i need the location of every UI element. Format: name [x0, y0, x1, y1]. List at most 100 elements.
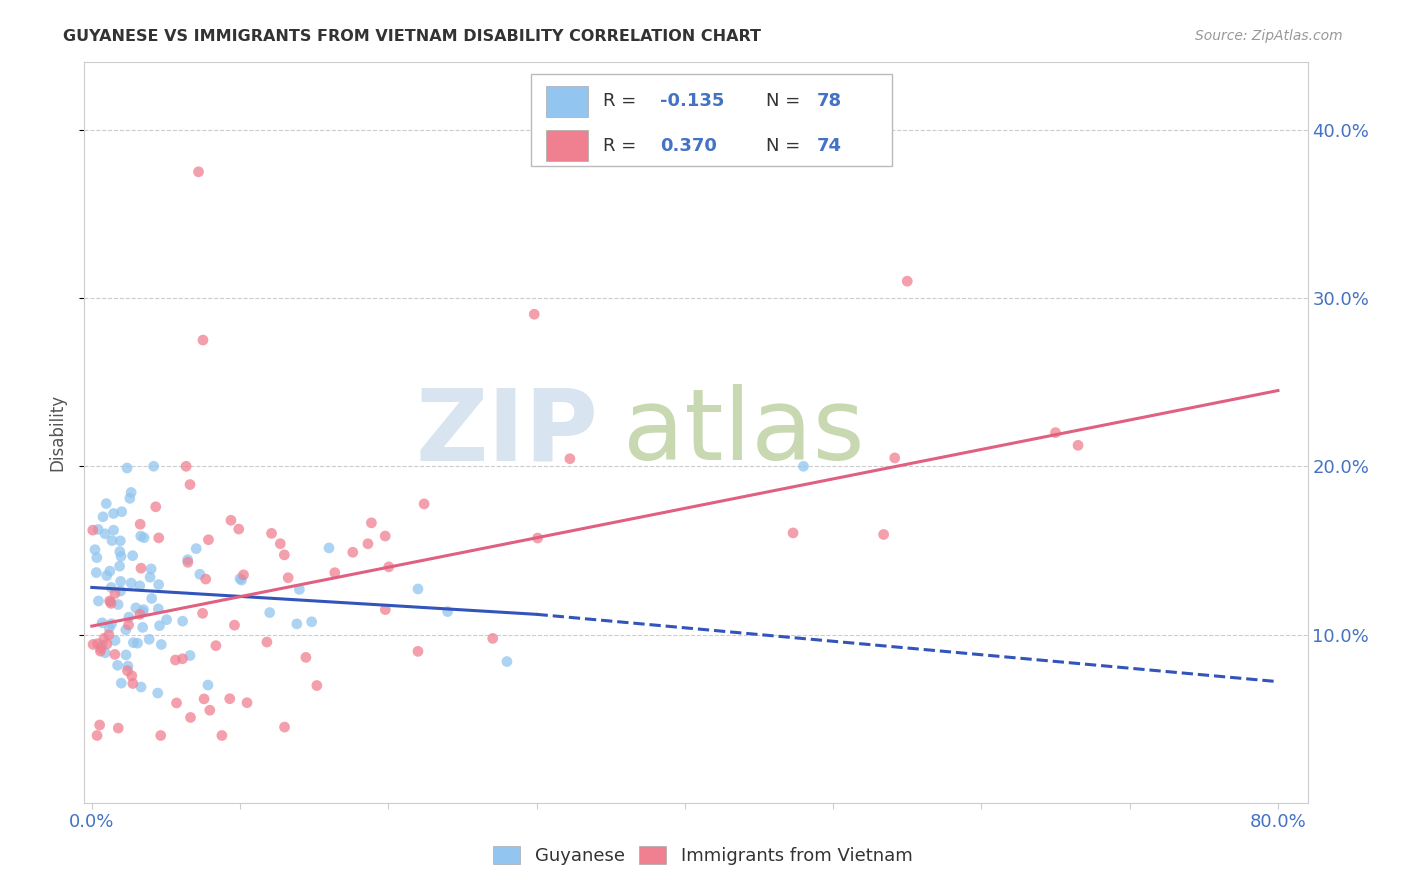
Point	[360, 516, 382, 530]
Point	[87, 523, 110, 537]
Point	[149, 729, 172, 743]
Point	[129, 529, 152, 543]
FancyBboxPatch shape	[546, 130, 588, 161]
Point	[96, 568, 118, 582]
Point	[318, 541, 340, 555]
Point	[260, 526, 283, 541]
Point	[198, 703, 221, 717]
Point	[273, 720, 295, 734]
Point	[219, 513, 242, 527]
Point	[197, 678, 219, 692]
Point	[191, 607, 214, 621]
Point	[122, 635, 145, 649]
Point	[110, 584, 132, 599]
Text: -0.135: -0.135	[661, 92, 725, 111]
Point	[128, 607, 150, 622]
Point	[523, 307, 546, 321]
Point	[277, 571, 299, 585]
Point	[224, 618, 246, 632]
Point	[193, 692, 215, 706]
Text: Source: ZipAtlas.com: Source: ZipAtlas.com	[1195, 29, 1343, 43]
Point	[374, 529, 396, 543]
Point	[100, 596, 122, 610]
Point	[205, 639, 228, 653]
Point	[86, 637, 108, 651]
Point	[115, 461, 138, 475]
Point	[100, 595, 122, 609]
Point	[176, 553, 198, 567]
Point	[232, 567, 254, 582]
Point	[218, 691, 240, 706]
Point	[121, 549, 143, 563]
Point	[496, 655, 519, 669]
Point	[96, 497, 118, 511]
Point	[94, 646, 117, 660]
Point	[374, 602, 396, 616]
Point	[301, 615, 323, 629]
Point	[197, 533, 219, 547]
Point	[150, 638, 173, 652]
Point	[481, 632, 503, 646]
Text: N =: N =	[766, 136, 806, 154]
Point	[87, 594, 110, 608]
Point	[132, 603, 155, 617]
Point	[295, 650, 318, 665]
Point	[211, 729, 233, 743]
Point	[141, 591, 163, 606]
Point	[174, 459, 197, 474]
Point	[107, 721, 129, 735]
Point	[172, 614, 194, 628]
Point	[194, 572, 217, 586]
Point	[103, 523, 125, 537]
Point	[110, 533, 132, 548]
Point	[86, 729, 108, 743]
Point	[108, 544, 131, 558]
Point	[84, 566, 107, 580]
Point	[96, 637, 118, 651]
Point	[129, 680, 152, 694]
Point	[108, 559, 131, 574]
Point	[883, 450, 905, 465]
Point	[107, 658, 129, 673]
Point	[131, 605, 153, 619]
Text: ZIP: ZIP	[415, 384, 598, 481]
Point	[139, 562, 162, 576]
Point	[129, 517, 152, 532]
Point	[558, 451, 581, 466]
Point	[792, 459, 814, 474]
Point	[188, 567, 211, 582]
Point	[118, 610, 141, 624]
Text: 74: 74	[817, 136, 842, 154]
Point	[148, 577, 170, 591]
Point	[1067, 438, 1090, 452]
Point	[93, 632, 115, 646]
Point	[323, 566, 346, 580]
Point	[259, 606, 281, 620]
Point	[117, 664, 139, 678]
Text: atlas: atlas	[623, 384, 865, 481]
Point	[191, 333, 214, 347]
Point	[228, 522, 250, 536]
Point	[229, 572, 252, 586]
Point	[378, 559, 401, 574]
Point	[139, 570, 162, 584]
Point	[121, 669, 143, 683]
Point	[896, 274, 918, 288]
Text: 78: 78	[817, 92, 842, 111]
Point	[436, 605, 458, 619]
Point	[84, 542, 107, 557]
Point	[782, 525, 804, 540]
Point	[91, 615, 114, 630]
Point	[100, 616, 122, 631]
Point	[110, 549, 132, 564]
Point	[256, 635, 278, 649]
Point	[285, 616, 308, 631]
Point	[872, 527, 894, 541]
Point	[104, 586, 127, 600]
Text: R =: R =	[603, 136, 643, 154]
Point	[103, 507, 125, 521]
Point	[110, 676, 132, 690]
Point	[100, 581, 122, 595]
Point	[97, 628, 120, 642]
Point	[91, 509, 114, 524]
